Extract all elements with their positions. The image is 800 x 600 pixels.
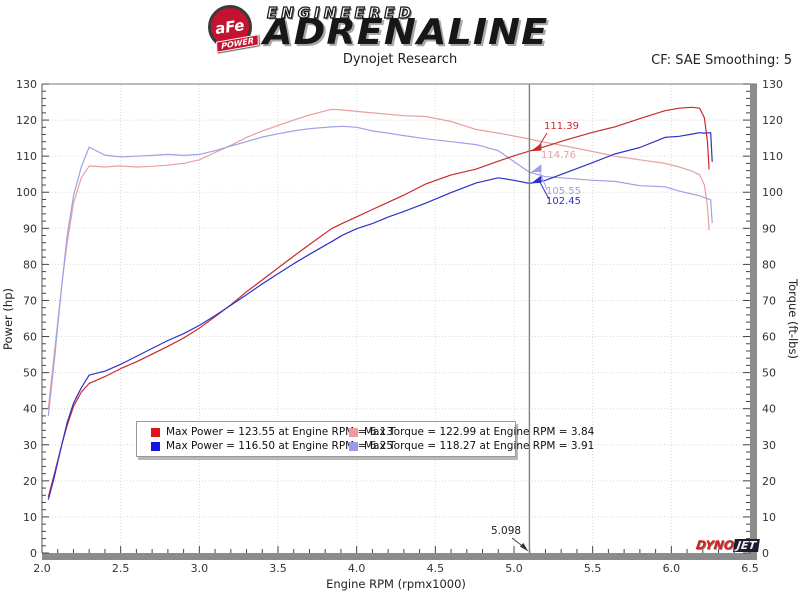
y-left-tick-label: 80 (23, 258, 37, 271)
legend-label: Max Torque = 118.27 at Engine RPM = 3.91 (364, 440, 595, 452)
y-left-tick-label: 30 (23, 439, 37, 452)
x-tick-label: 3.5 (269, 562, 287, 575)
y-left-tick-label: 20 (23, 475, 37, 488)
legend-item-max-power-run2: Max Power = 116.50 at Engine RPM = 6.25 (151, 440, 393, 452)
y-right-tick-label: 130 (762, 78, 783, 91)
afe-badge-icon: aFe POWER (208, 5, 259, 53)
logo-adrenaline-text: ADRENALINE (263, 12, 549, 53)
y-right-tick-label: 50 (762, 367, 776, 380)
y-left-tick-label: 130 (16, 78, 37, 91)
cursor-readout-torque-run2: 105.55 (546, 186, 581, 197)
legend-label: Max Torque = 122.99 at Engine RPM = 3.84 (364, 426, 595, 438)
x-tick-label: 2.5 (112, 562, 130, 575)
x-tick-label: 4.0 (348, 562, 366, 575)
y-left-tick-label: 110 (16, 150, 37, 163)
cursor-rpm-pointer-icon (519, 543, 529, 552)
right-axis-bar (750, 84, 757, 560)
legend-item-max-power-run1: Max Power = 123.55 at Engine RPM = 6.13 (151, 426, 393, 438)
dynojet-logo-jet: JET (732, 539, 760, 552)
y-right-tick-label: 40 (762, 403, 776, 416)
y-right-tick-label: 110 (762, 150, 783, 163)
x-tick-label: 2.0 (33, 562, 51, 575)
y-right-tick-label: 90 (762, 222, 776, 235)
cursor-readout-torque-run1: 114.76 (541, 150, 576, 161)
y-right-tick-label: 20 (762, 475, 776, 488)
y-left-tick-label: 50 (23, 367, 37, 380)
curve-power-run-1 (47, 106, 710, 498)
legend-item-max-torque-run1: Max Torque = 122.99 at Engine RPM = 3.84 (349, 426, 594, 438)
x-tick-label: 6.5 (741, 562, 759, 575)
chart-subtitle: Dynojet Research (342, 52, 458, 67)
y-right-tick-label: 30 (762, 439, 776, 452)
x-axis-title: Engine RPM (rpmx1000) (326, 577, 466, 591)
y-left-tick-label: 90 (23, 222, 37, 235)
y-right-tick-label: 60 (762, 331, 776, 344)
y-right-tick-label: 0 (762, 547, 769, 560)
legend-label: Max Power = 116.50 at Engine RPM = 6.25 (166, 440, 394, 452)
correction-factor-label: CF: SAE Smoothing: 5 (651, 53, 792, 68)
dynojet-logo-dyno: DYNO (695, 538, 735, 552)
cursor-arrow-line (537, 132, 548, 148)
legend-swatch-blue-icon (151, 441, 160, 451)
y-left-tick-label: 40 (23, 403, 37, 416)
x-tick-label: 4.5 (427, 562, 445, 575)
y-right-tick-label: 80 (762, 258, 776, 271)
bottom-axis-bar (42, 553, 757, 560)
legend-swatch-lightblue-icon (349, 441, 358, 451)
dynojet-logo: DYNOJET (695, 538, 760, 552)
cursor-arrow-line (537, 168, 548, 191)
y-right-tick-label: 100 (762, 186, 783, 199)
y-left-tick-label: 10 (23, 511, 37, 524)
x-tick-label: 3.0 (191, 562, 209, 575)
x-tick-label: 5.0 (505, 562, 523, 575)
legend-swatch-salmon-icon (349, 427, 358, 437)
curve-torque-run-2 (47, 125, 713, 416)
cursor-arrow-icon (530, 143, 542, 152)
legend-box: Max Power = 123.55 at Engine RPM = 6.13 … (136, 421, 594, 457)
y-left-tick-label: 100 (16, 186, 37, 199)
right-axis-title: Torque (ft-lbs) (786, 279, 800, 359)
left-axis-title: Power (hp) (1, 288, 15, 350)
legend-label: Max Power = 123.55 at Engine RPM = 6.13 (166, 426, 394, 438)
y-left-tick-label: 70 (23, 294, 37, 307)
y-left-tick-label: 60 (23, 331, 37, 344)
y-right-tick-label: 10 (762, 511, 776, 524)
logo-engineered-text: ENGINEERED (266, 3, 415, 22)
legend-swatch-red-icon (151, 427, 160, 437)
cursor-arrow-icon (530, 175, 542, 184)
cursor-arrow-line (537, 179, 550, 200)
cursor-rpm-label: 5.098 (491, 525, 522, 537)
y-right-tick-label: 120 (762, 114, 783, 127)
curve-torque-run-1 (47, 108, 710, 409)
x-tick-label: 5.5 (584, 562, 602, 575)
cursor-readout-power-run2: 102.45 (546, 196, 581, 207)
y-left-tick-label: 0 (30, 547, 37, 560)
y-left-tick-label: 120 (16, 114, 37, 127)
x-tick-label: 6.0 (663, 562, 681, 575)
cursor-readout-power-run1: 111.39 (544, 121, 579, 132)
legend-item-max-torque-run2: Max Torque = 118.27 at Engine RPM = 3.91 (349, 440, 594, 452)
y-right-tick-label: 70 (762, 294, 776, 307)
curve-power-run-2 (47, 132, 713, 500)
afe-power-logo: aFe POWER ENGINEERED ADRENALINE (205, 2, 635, 53)
